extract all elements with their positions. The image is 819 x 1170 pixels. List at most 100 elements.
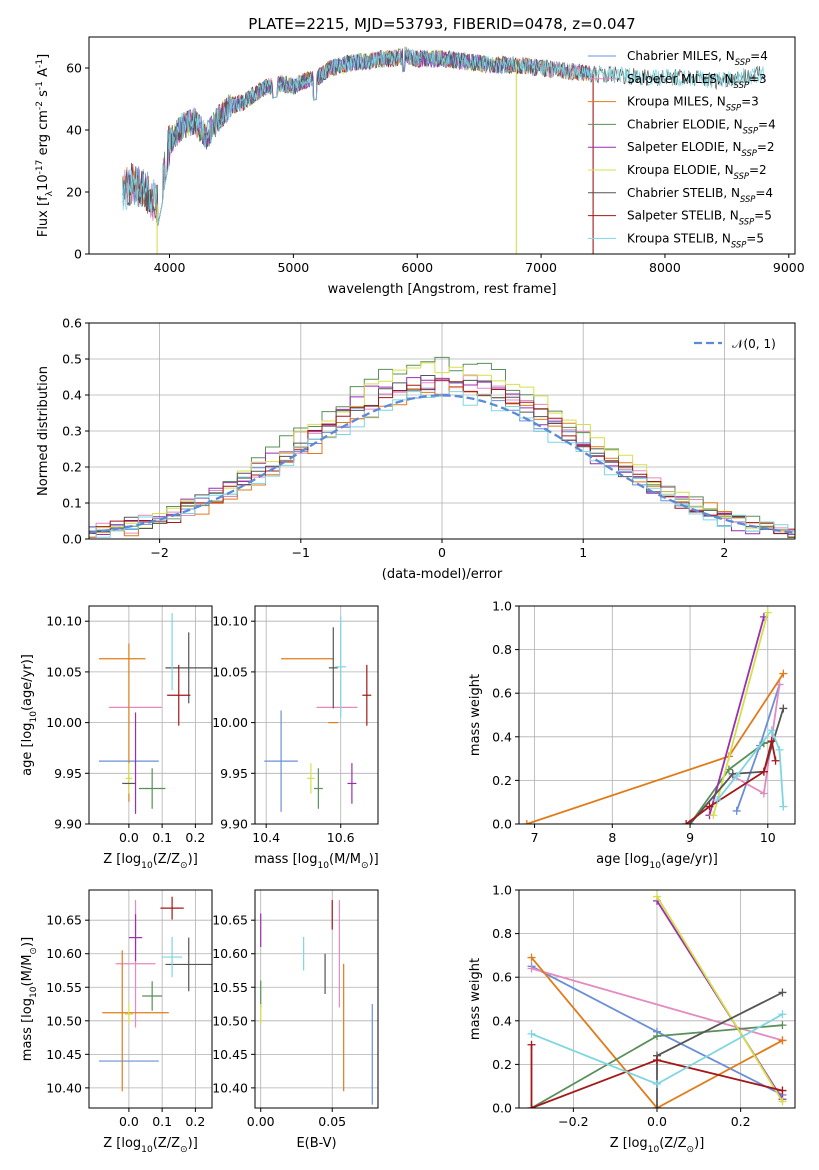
x-tick-label: 1 (579, 545, 587, 560)
legend-entry: Salpeter STELIB, NSSP=5 (627, 209, 772, 227)
legend-count-subscript: SSP (740, 194, 756, 204)
y-tick-label: 9.95 (54, 766, 82, 781)
y-tick-label: 10.50 (212, 1013, 248, 1028)
x-tick-label: 7 (531, 830, 539, 845)
plus-marker (771, 756, 780, 765)
axes-frame (88, 889, 213, 1109)
plot-area (98, 613, 212, 814)
x-axis-label: (data-model)/error (382, 567, 503, 582)
plus-marker (522, 820, 531, 824)
y-axis-label: mass weight (468, 674, 483, 756)
data-point (165, 937, 212, 992)
axes: −0.2 0.0 0.2 0.0 0.2 0.4 0.6 0.8 1.0 Z [log10(Z/Z… (468, 883, 796, 1155)
mass-vs-ebv-panel: 0.00 0.05 10.40 10.45 10.50 10.55 10.60 10.65 E(… (212, 889, 379, 1151)
weight-line (689, 740, 772, 824)
plus-marker (653, 1080, 661, 1089)
y-tick-label: 10.00 (212, 715, 248, 730)
legend-count-prefix: N (734, 117, 743, 131)
x-tick-label: 0.00 (247, 1114, 275, 1129)
residual-histogram (89, 356, 795, 538)
y-axis-label: mass [log10(M/M⊙)] (20, 937, 39, 1061)
plus-marker (778, 1097, 787, 1106)
legend-count-prefix: N (731, 186, 740, 200)
plot-area (522, 608, 788, 824)
x-tick-label: 7000 (525, 260, 557, 275)
legend-entry: 𝒩(0, 1) (732, 337, 776, 351)
legend-series-name: Kroupa STELIB (627, 231, 714, 245)
data-point (167, 664, 191, 726)
x-tick-label: −0.2 (558, 1114, 588, 1129)
legend-series-name: Kroupa ELODIE (627, 163, 717, 177)
x-tick-label: 6000 (401, 260, 433, 275)
y-tick-label: 0.2 (492, 1057, 512, 1072)
plus-marker (705, 802, 714, 811)
y-tick-label: 10.65 (46, 913, 82, 928)
axes-frame (518, 605, 796, 825)
plus-marker (778, 988, 787, 997)
data-point (138, 768, 166, 809)
x-tick-label: 0.05 (318, 1114, 346, 1129)
plus-marker (779, 704, 788, 713)
y-tick-label: 0 (74, 247, 82, 262)
legend-count-value: 4 (768, 117, 776, 131)
data-point (307, 763, 315, 794)
plus-marker (709, 811, 718, 820)
y-tick-label: 10.60 (212, 946, 248, 961)
legend-series-name: Kroupa MILES (627, 95, 709, 109)
x-tick-label: −2 (150, 545, 168, 560)
legend-series-name: Salpeter MILES (627, 72, 717, 86)
grid-lines (519, 605, 795, 825)
gaussian-reference-curve (89, 394, 795, 534)
y-axis-label: age [log10(age/yr)] (20, 654, 39, 776)
x-axis-label: age [log10(age/yr)] (596, 852, 718, 871)
x-tick-label: 0.2 (185, 830, 205, 845)
legend-entry: Kroupa STELIB, NSSP=5 (627, 231, 764, 249)
legend-count-value: 2 (767, 140, 775, 154)
x-tick-label: 0.2 (731, 1114, 751, 1129)
x-tick-label: −1 (292, 545, 310, 560)
plus-marker (713, 796, 722, 805)
legend-count-subscript: SSP (726, 103, 742, 113)
x-tick-label: 8 (608, 830, 616, 845)
data-point (313, 768, 323, 809)
grid-lines (255, 890, 378, 1108)
legend-count-subscript: SSP (731, 239, 747, 249)
x-axis-label: wavelength [Angstrom, rest frame] (328, 282, 557, 297)
legend-count-prefix: N (726, 49, 735, 63)
weight-vs-age-panel: 7 8 9 10 0.0 0.2 0.4 0.6 0.8 1.0 age [log10(age/yr… (468, 599, 796, 871)
data-point (160, 896, 184, 920)
residual-histogram (89, 391, 795, 538)
data-point (125, 763, 133, 794)
plus-marker (527, 1104, 536, 1108)
legend-count-value: 3 (751, 95, 759, 109)
x-tick-label: 0.1 (152, 1114, 172, 1129)
legend-count-subscript: SSP (739, 217, 755, 227)
legend-count-subscript: SSP (743, 125, 759, 135)
x-tick-label: 10 (760, 830, 776, 845)
plot-area (89, 356, 795, 538)
x-tick-label: 9000 (773, 260, 805, 275)
axes: −2 −1 0 1 2 0.0 0.1 0.2 0.3 0.4 0.5 0.6 (data-model)… (36, 316, 796, 582)
legend-series-name: Chabrier STELIB (627, 186, 723, 200)
legend-entry: Chabrier STELIB, NSSP=4 (627, 186, 773, 204)
legend-count-value: 2 (759, 163, 767, 177)
weight-line (530, 1044, 783, 1108)
plus-marker (778, 1021, 787, 1030)
y-tick-label: 0.2 (62, 460, 82, 475)
data-point (335, 616, 347, 718)
legend: Chabrier MILES, NSSP=4 Salpeter MILES, NS… (588, 49, 776, 249)
y-tick-label: 10.60 (46, 946, 82, 961)
data-point (124, 1004, 133, 1025)
plus-marker (778, 1036, 787, 1045)
y-tick-label: 10.55 (46, 980, 82, 995)
legend-series-name: Chabrier MILES (627, 49, 718, 63)
y-tick-label: 0.6 (492, 970, 512, 985)
data-point (328, 627, 338, 709)
grid-lines (89, 606, 212, 825)
y-tick-label: 0.6 (62, 316, 82, 331)
plus-marker (763, 608, 772, 617)
x-axis-label: Z [log10(Z/Z⊙)] (103, 852, 198, 871)
y-tick-label: 0.8 (492, 926, 512, 941)
y-tick-label: 10.05 (46, 664, 82, 679)
x-tick-label: 10.6 (327, 830, 355, 845)
